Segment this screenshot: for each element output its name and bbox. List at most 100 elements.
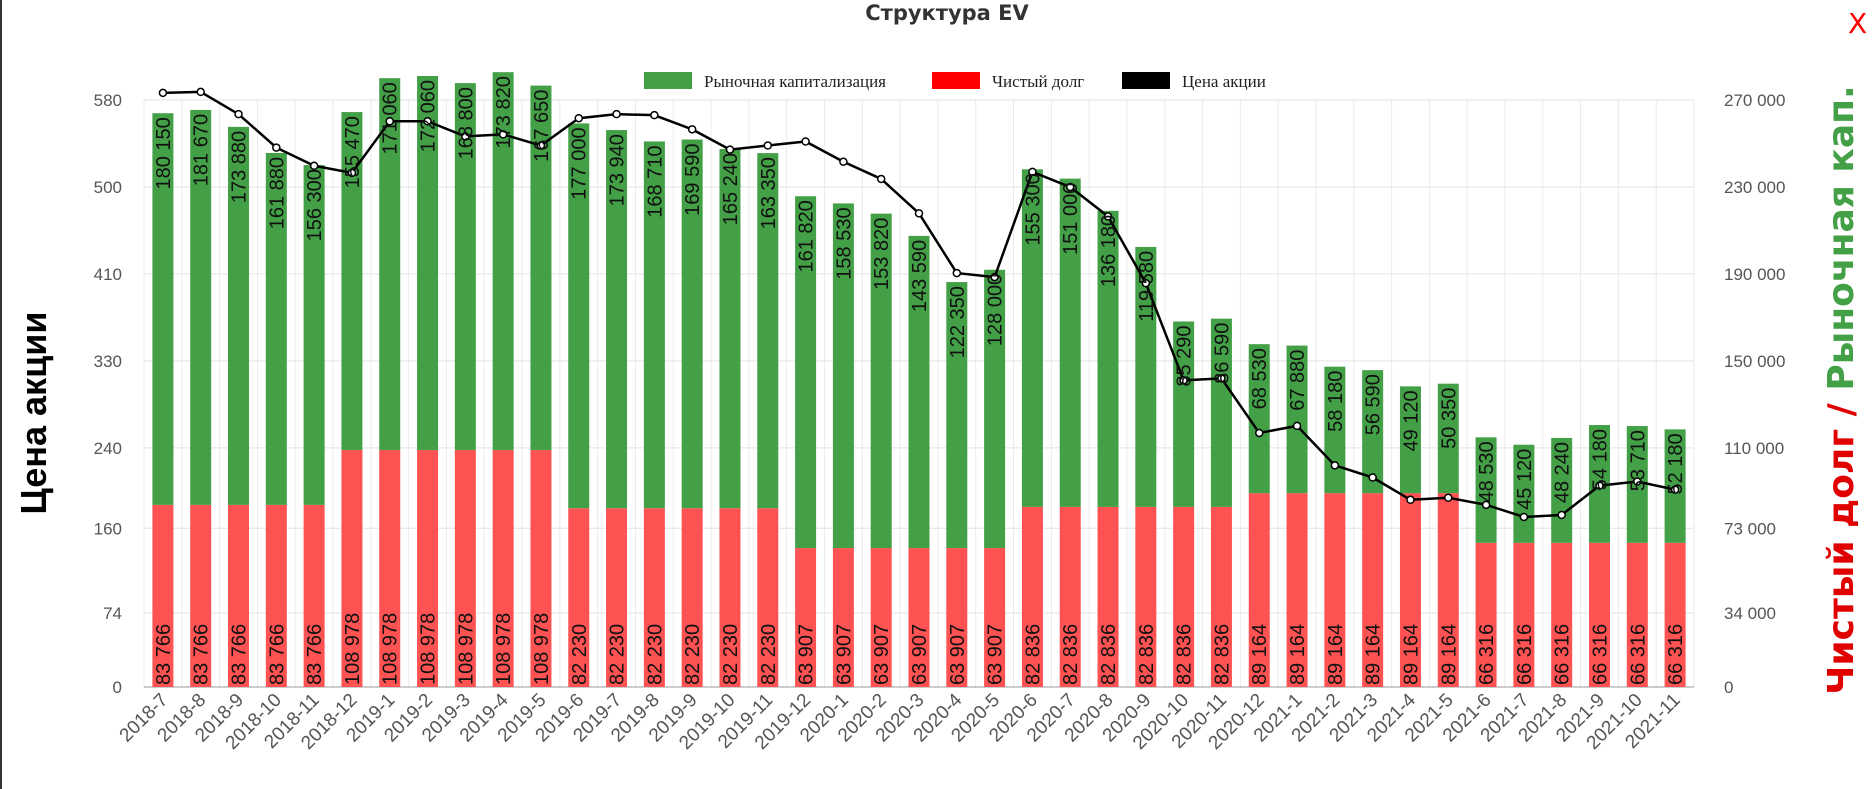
- bar-market-cap: [1437, 383, 1459, 494]
- bar-market-cap: [530, 85, 552, 451]
- net-debt-value-label: 63 907: [985, 624, 1007, 685]
- bar-net-debt: [1286, 493, 1308, 687]
- market-cap-value-label: 171 060: [380, 82, 402, 154]
- net-debt-value-label: 89 164: [1287, 624, 1309, 685]
- net-debt-value-label: 82 836: [1136, 624, 1158, 685]
- net-debt-value-label: 66 316: [1514, 624, 1536, 685]
- bar-market-cap: [681, 139, 703, 509]
- bar-market-cap: [341, 112, 363, 451]
- market-cap-value-label: 48 240: [1552, 442, 1574, 503]
- right-axis-tick-label: 0: [1724, 678, 1733, 697]
- legend-label: Чистый долг: [992, 72, 1084, 91]
- bar-market-cap: [984, 269, 1006, 549]
- price-point: [612, 109, 621, 119]
- market-cap-value-label: 165 240: [720, 153, 742, 225]
- bar-net-debt: [379, 450, 401, 687]
- bar-net-debt: [1248, 493, 1270, 687]
- bar-net-debt: [1021, 506, 1043, 687]
- market-cap-value-label: 168 710: [644, 145, 666, 217]
- market-cap-value-label: 181 670: [191, 114, 213, 186]
- chart-title: Структура EV: [865, 1, 1029, 25]
- price-point: [498, 130, 508, 139]
- price-point: [1368, 473, 1377, 482]
- left-axis-title: Цена акции: [13, 312, 54, 515]
- price-point: [347, 168, 357, 178]
- bar-net-debt: [303, 504, 325, 687]
- left-axis-tick-label: 74: [103, 604, 122, 623]
- net-debt-value-label: 82 230: [720, 624, 742, 685]
- market-cap-value-label: 54 180: [1589, 429, 1611, 490]
- bar-market-cap: [228, 126, 250, 505]
- price-point: [1444, 493, 1453, 502]
- net-debt-value-label: 83 766: [191, 624, 213, 685]
- window-left-border: [0, 0, 2, 789]
- bar-market-cap: [1248, 344, 1270, 494]
- market-cap-value-label: 158 530: [833, 207, 855, 279]
- right-axis-title-net-debt: Чистый долг /: [1821, 391, 1862, 695]
- market-cap-value-label: 45 120: [1514, 449, 1536, 510]
- price-point: [536, 141, 546, 150]
- price-point: [990, 272, 999, 282]
- bar-net-debt: [265, 504, 287, 687]
- price-point: [1103, 212, 1113, 221]
- market-cap-value-label: 50 350: [1438, 388, 1460, 449]
- market-cap-value-label: 156 300: [304, 169, 326, 241]
- legend-label: Цена акции: [1182, 72, 1266, 91]
- bar-market-cap: [1059, 178, 1081, 507]
- net-debt-value-label: 108 978: [493, 613, 515, 685]
- bar-market-cap: [606, 130, 628, 509]
- left-axis-tick-label: 160: [94, 519, 122, 538]
- net-debt-value-label: 108 978: [531, 613, 553, 685]
- market-cap-value-label: 177 000: [569, 127, 591, 199]
- bar-net-debt: [1399, 493, 1421, 687]
- net-debt-value-label: 82 836: [1098, 624, 1120, 685]
- bar-net-debt: [1513, 542, 1535, 687]
- legend-label: Рыночная капитализация: [704, 72, 886, 91]
- price-point: [1633, 477, 1642, 486]
- bar-net-debt: [1362, 493, 1384, 687]
- net-debt-value-label: 108 978: [380, 613, 402, 685]
- net-debt-value-label: 83 766: [153, 624, 175, 685]
- market-cap-value-label: 143 590: [909, 240, 931, 312]
- left-axis-tick-label: 330: [94, 352, 122, 371]
- market-cap-value-label: 169 590: [682, 144, 704, 216]
- bar-net-debt: [681, 508, 703, 687]
- net-debt-value-label: 82 836: [1174, 624, 1196, 685]
- net-debt-value-label: 63 907: [871, 624, 893, 685]
- bar-market-cap: [303, 165, 325, 505]
- bar-net-debt: [568, 508, 590, 687]
- legend-swatch: [644, 72, 692, 89]
- price-point: [650, 110, 659, 120]
- right-axis-title: Чистый долг / Рыночная кап.: [1821, 85, 1862, 694]
- bar-net-debt: [190, 504, 212, 687]
- left-axis-tick-label: 410: [94, 265, 122, 284]
- net-debt-value-label: 89 164: [1400, 624, 1422, 685]
- bar-net-debt: [152, 504, 174, 687]
- net-debt-value-label: 82 836: [1211, 624, 1233, 685]
- net-debt-value-label: 66 316: [1665, 624, 1687, 685]
- net-debt-value-label: 63 907: [796, 624, 818, 685]
- market-cap-value-label: 58 180: [1325, 371, 1347, 432]
- bar-market-cap: [908, 235, 930, 549]
- bar-market-cap: [1097, 210, 1119, 507]
- bar-market-cap: [190, 109, 212, 505]
- price-point: [914, 209, 924, 218]
- right-axis-tick-label: 34 000: [1724, 604, 1776, 623]
- right-axis-tick-label: 270 000: [1724, 91, 1785, 110]
- left-axis-tick-label: 580: [94, 91, 122, 110]
- bar-market-cap: [719, 148, 741, 509]
- bar-market-cap: [643, 141, 665, 509]
- price-point: [1028, 167, 1037, 177]
- market-cap-value-label: 85 290: [1174, 325, 1196, 386]
- bar-market-cap: [1399, 386, 1421, 494]
- net-debt-value-label: 108 978: [418, 613, 440, 685]
- price-point: [158, 88, 168, 98]
- bar-market-cap: [152, 113, 174, 505]
- price-point: [876, 174, 886, 184]
- price-point: [1141, 278, 1151, 288]
- price-point: [1557, 510, 1566, 520]
- bar-market-cap: [870, 213, 892, 549]
- close-button[interactable]: X: [1848, 7, 1868, 40]
- market-cap-value-label: 161 880: [266, 157, 288, 229]
- net-debt-value-label: 89 164: [1438, 624, 1460, 685]
